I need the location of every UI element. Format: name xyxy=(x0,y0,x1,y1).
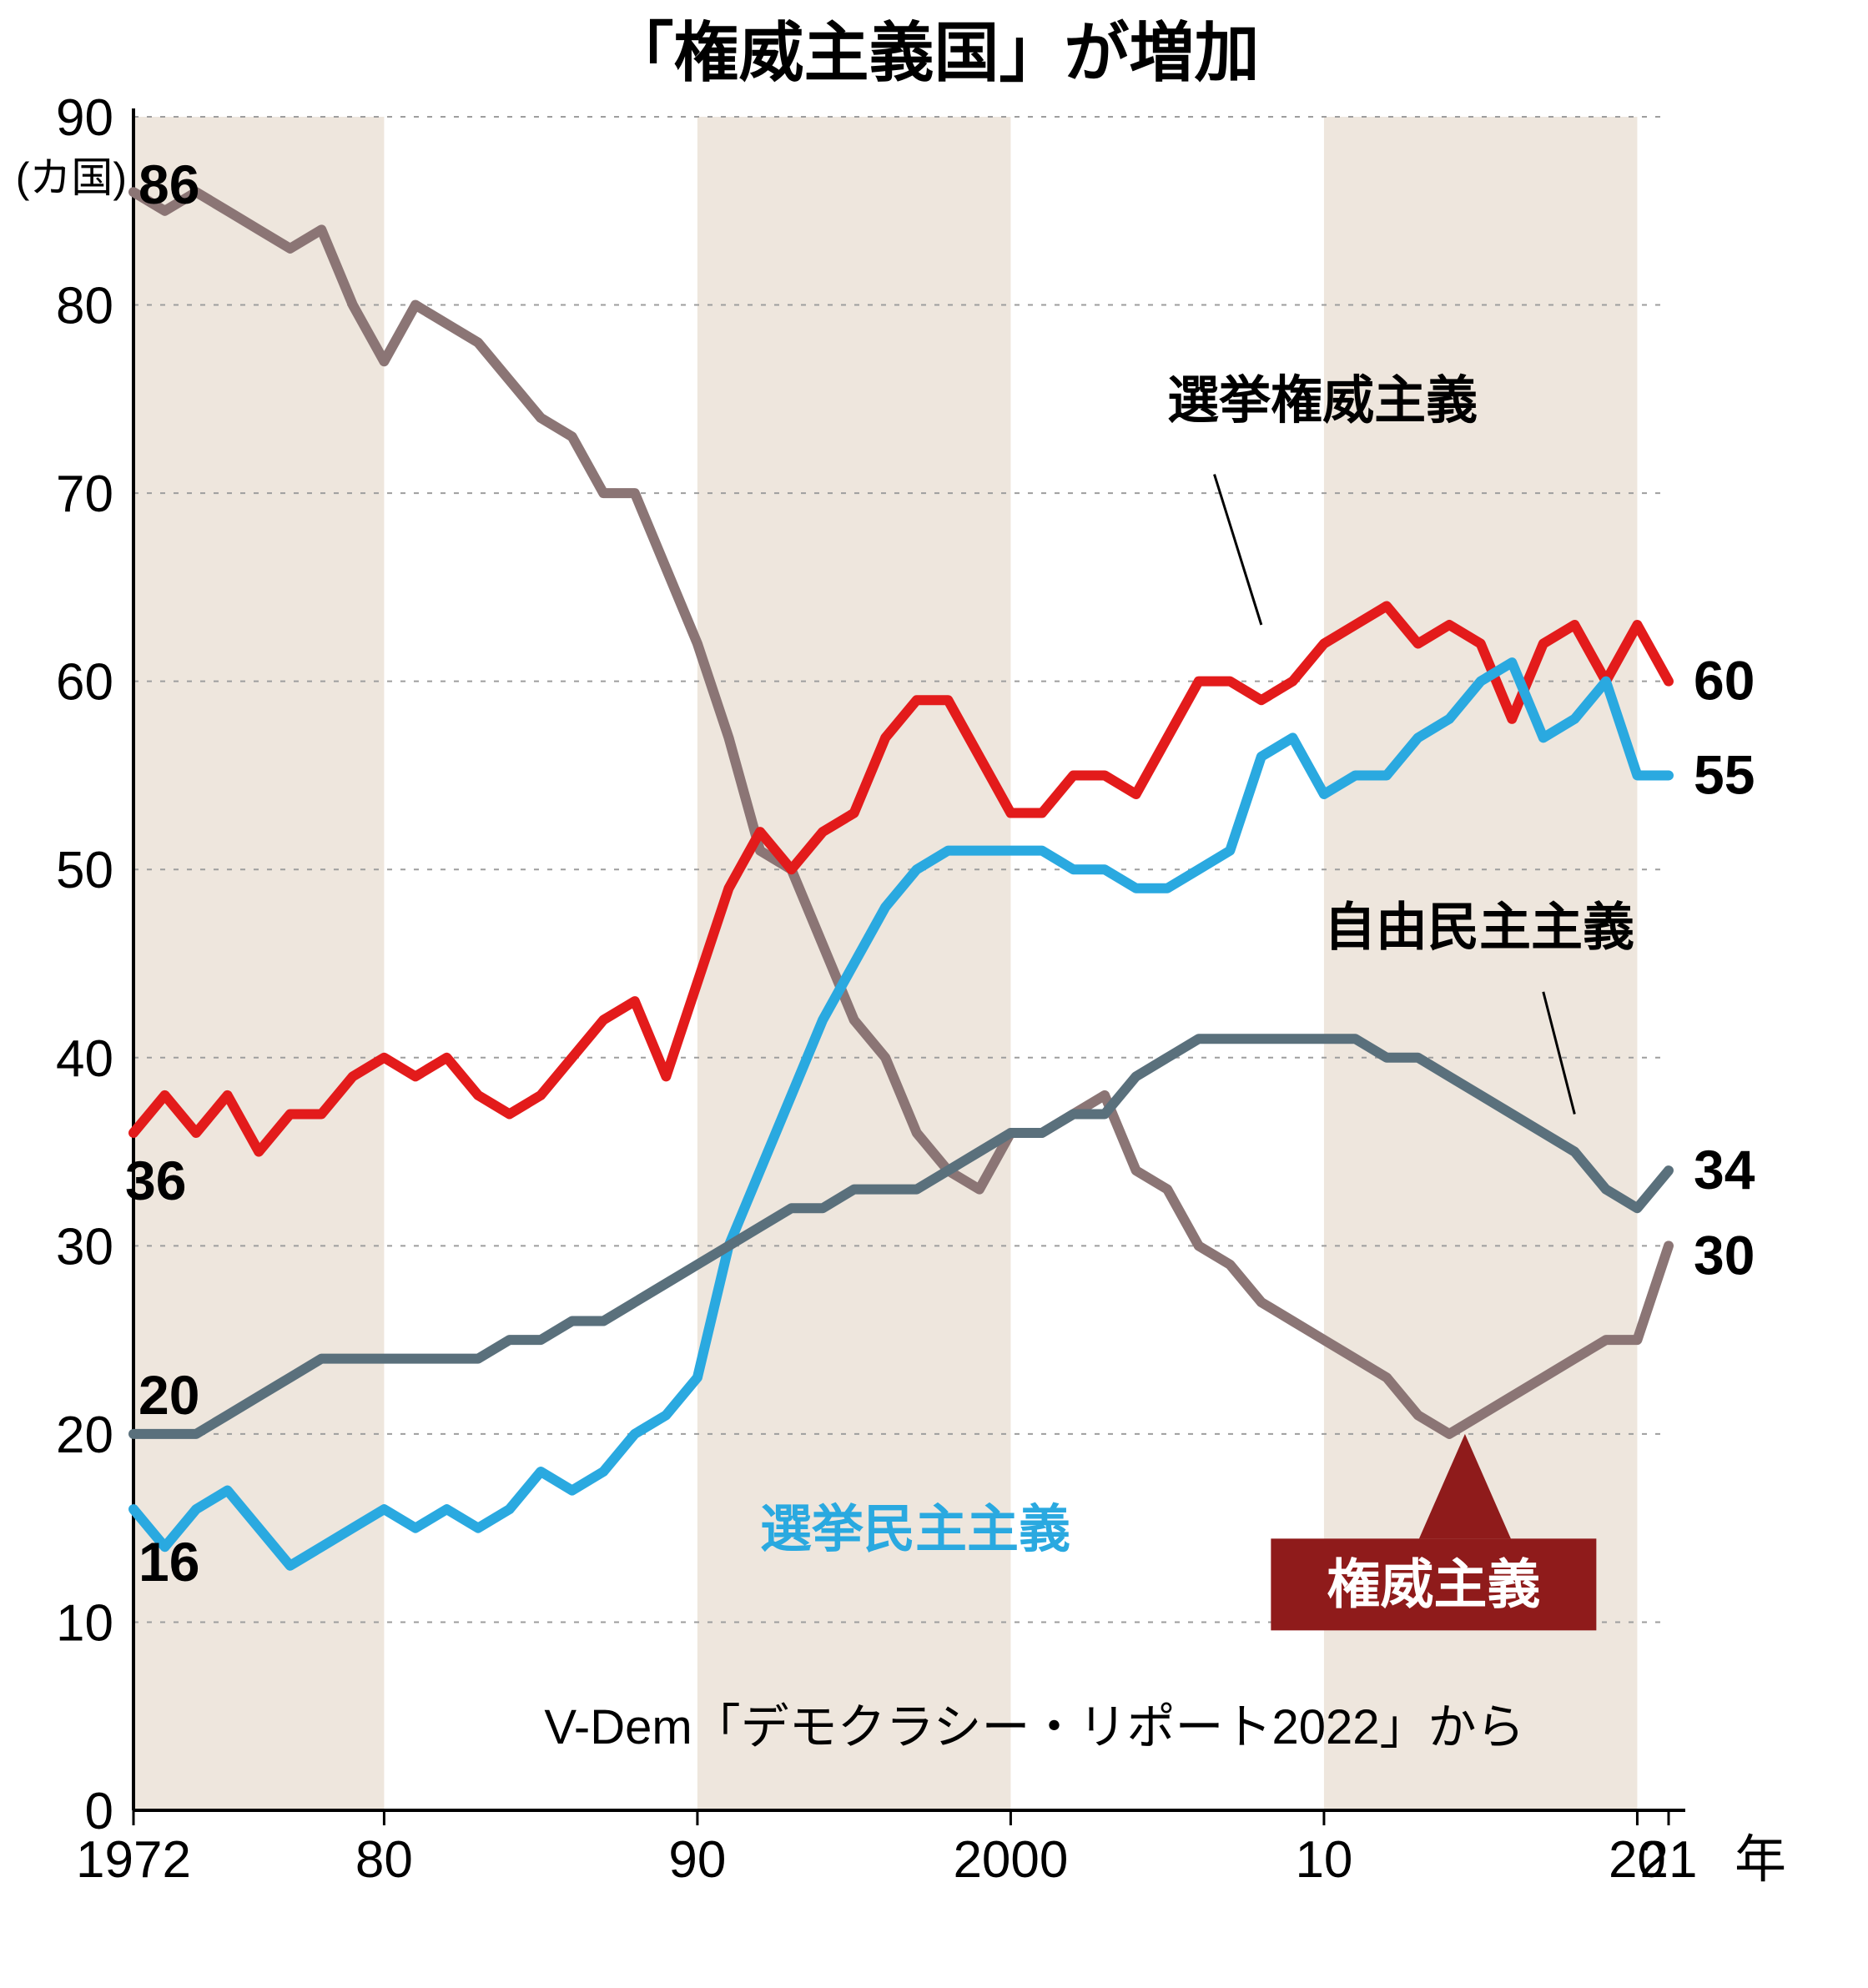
y-tick-label: 30 xyxy=(56,1218,113,1276)
start-label-closed_autocracy: 86 xyxy=(138,154,199,215)
start-label-electoral_democracy: 16 xyxy=(138,1531,199,1593)
end-label-electoral_autocracy: 60 xyxy=(1694,650,1755,712)
series-label-electoral_autocracy: 選挙権威主義 xyxy=(1167,372,1478,430)
chart-title: 「権威主義国」が増加 xyxy=(608,16,1259,89)
y-tick-label: 80 xyxy=(56,278,113,335)
y-tick-label: 70 xyxy=(56,466,113,523)
x-tick-label: 90 xyxy=(668,1831,726,1889)
x-tick-label: 1972 xyxy=(76,1831,191,1889)
end-label-liberal_democracy: 34 xyxy=(1694,1139,1755,1200)
x-tick-label: 21 xyxy=(1640,1831,1698,1889)
y-tick-label: 90 xyxy=(56,89,113,147)
line-chart: 0102030405060708090(カ国)19728090200010202… xyxy=(0,0,1868,1988)
y-unit-label: (カ国) xyxy=(16,154,127,201)
x-tick-label: 80 xyxy=(355,1831,413,1889)
callout-text: 権威主義 xyxy=(1327,1554,1540,1614)
series-label-liberal_democracy: 自由民主主義 xyxy=(1324,898,1634,956)
source-text: V-Dem「デモクラシー・リポート2022」から xyxy=(544,1700,1524,1754)
start-label-liberal_democracy: 20 xyxy=(138,1364,199,1426)
x-tick-label: 10 xyxy=(1295,1831,1352,1889)
end-label-electoral_democracy: 55 xyxy=(1694,743,1755,805)
start-label-electoral_autocracy: 36 xyxy=(125,1150,186,1211)
end-label-closed_autocracy: 30 xyxy=(1694,1224,1755,1286)
y-tick-label: 20 xyxy=(56,1407,113,1464)
series-label-electoral_democracy: 選挙民主主義 xyxy=(760,1501,1070,1558)
x-axis-unit: 年 xyxy=(1735,1831,1786,1889)
chart-container: 0102030405060708090(カ国)19728090200010202… xyxy=(0,0,1868,1988)
y-tick-label: 40 xyxy=(56,1030,113,1088)
y-tick-label: 60 xyxy=(56,654,113,712)
y-tick-label: 10 xyxy=(56,1594,113,1652)
x-tick-label: 2000 xyxy=(953,1831,1068,1889)
leader-line xyxy=(1215,475,1261,625)
y-tick-label: 50 xyxy=(56,842,113,899)
